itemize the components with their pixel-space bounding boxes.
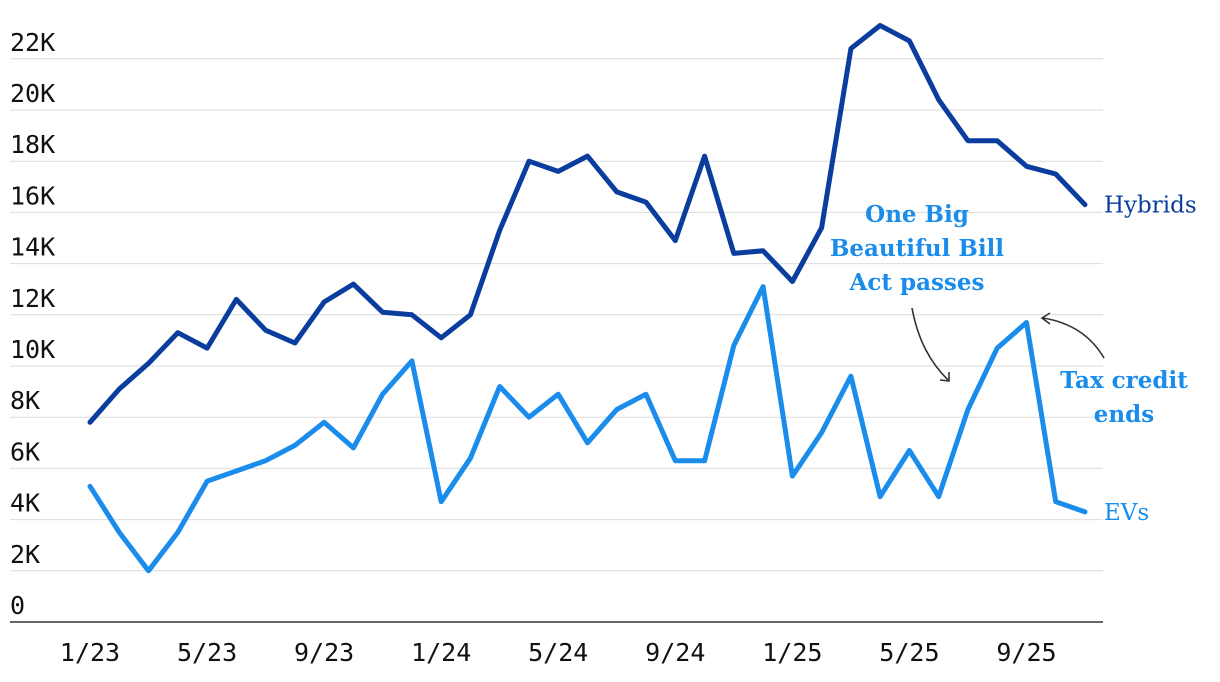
y-tick-label: 22K bbox=[10, 28, 55, 57]
y-tick-label: 14K bbox=[10, 233, 55, 262]
series-label-hybrids: Hybrids bbox=[1104, 193, 1197, 219]
y-tick-label: 12K bbox=[10, 284, 55, 313]
x-tick-label: 1/23 bbox=[60, 638, 120, 667]
y-tick-label: 20K bbox=[10, 79, 55, 108]
x-tick-label: 5/25 bbox=[879, 638, 939, 667]
y-tick-label: 18K bbox=[10, 130, 55, 159]
gridlines bbox=[10, 58, 1103, 572]
x-tick-label: 5/23 bbox=[177, 638, 237, 667]
y-tick-label: 8K bbox=[10, 386, 40, 415]
x-tick-label: 1/24 bbox=[411, 638, 471, 667]
series-label-evs: EVs bbox=[1104, 500, 1149, 526]
series-line-hybrids bbox=[87, 23, 1088, 425]
x-tick-label: 5/24 bbox=[528, 638, 588, 667]
y-tick-label: 10K bbox=[10, 335, 55, 364]
series-labels: Hybrids EVs bbox=[1104, 193, 1197, 526]
annotation-obbb-line-3: Act passes bbox=[849, 269, 985, 296]
annotation-obbb-arrow bbox=[911, 307, 949, 381]
y-tick-label: 0 bbox=[10, 591, 25, 620]
annotation-taxcredit-arrowhead bbox=[1040, 312, 1051, 325]
y-tick-label: 16K bbox=[10, 181, 55, 210]
y-tick-label: 2K bbox=[10, 540, 40, 569]
x-tick-label: 9/25 bbox=[996, 638, 1056, 667]
y-tick-label: 6K bbox=[10, 437, 40, 466]
series-line-evs bbox=[87, 284, 1088, 574]
annotation-taxcredit: Tax credit ends bbox=[1040, 312, 1188, 428]
x-tick-label: 9/24 bbox=[645, 638, 705, 667]
annotation-taxcredit-line-1: Tax credit bbox=[1060, 367, 1188, 394]
annotation-taxcredit-line-2: ends bbox=[1094, 401, 1154, 428]
y-tick-label: 4K bbox=[10, 489, 40, 518]
x-axis-tick-labels: 1/23 5/23 9/23 1/24 5/24 9/24 1/25 5/25 9/25 bbox=[60, 638, 1057, 667]
y-axis-tick-labels: 0 2K 4K 6K 8K 10K 12K 14K 16K 18K 20K 22K bbox=[10, 28, 55, 620]
annotation-obbb-line-2: Beautiful Bill bbox=[830, 235, 1004, 262]
annotation-obbb-line-1: One Big bbox=[865, 201, 969, 228]
annotation-obbb-arrowhead bbox=[939, 372, 950, 382]
annotation-taxcredit-arrow bbox=[1042, 317, 1105, 359]
x-tick-label: 1/25 bbox=[762, 638, 822, 667]
series-lines bbox=[87, 23, 1088, 574]
x-tick-label: 9/23 bbox=[294, 638, 354, 667]
annotation-obbb: One Big Beautiful Bill Act passes bbox=[830, 201, 1004, 382]
